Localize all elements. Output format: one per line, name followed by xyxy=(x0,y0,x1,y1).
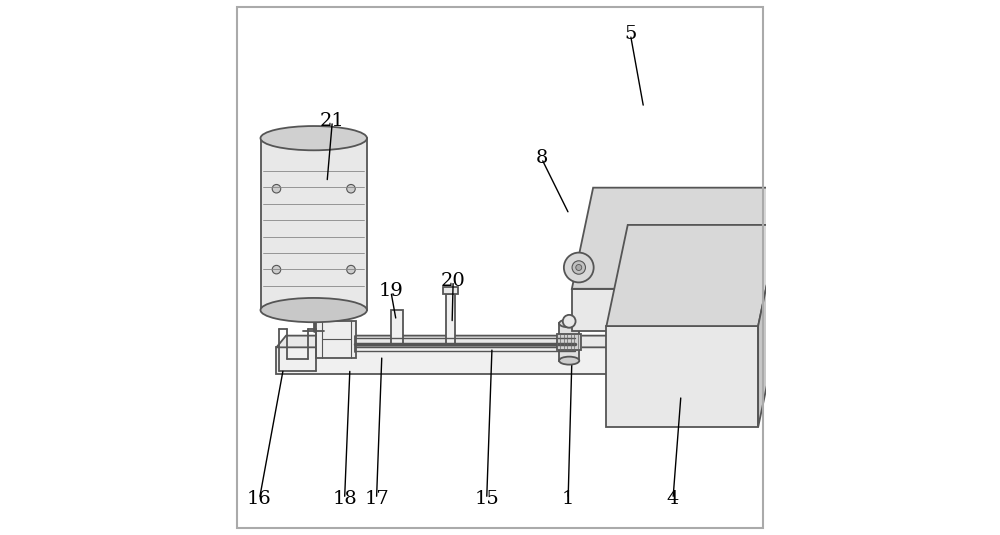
Circle shape xyxy=(572,261,585,274)
Polygon shape xyxy=(758,188,779,331)
Polygon shape xyxy=(276,335,627,347)
Circle shape xyxy=(272,185,281,193)
Bar xyxy=(557,334,581,350)
Text: 1: 1 xyxy=(562,490,574,508)
Bar xyxy=(391,310,403,345)
Text: 17: 17 xyxy=(364,490,389,508)
Text: 15: 15 xyxy=(474,490,499,508)
Polygon shape xyxy=(276,347,617,374)
Text: 8: 8 xyxy=(535,149,548,167)
Ellipse shape xyxy=(261,298,367,322)
Text: 20: 20 xyxy=(441,272,466,290)
Circle shape xyxy=(563,315,576,327)
Polygon shape xyxy=(606,225,779,326)
Bar xyxy=(316,320,356,358)
Bar xyxy=(260,138,367,310)
Text: 5: 5 xyxy=(624,25,637,43)
Text: 16: 16 xyxy=(247,490,272,508)
Text: 19: 19 xyxy=(378,282,403,301)
Ellipse shape xyxy=(559,319,579,327)
Polygon shape xyxy=(617,335,627,374)
Ellipse shape xyxy=(559,357,579,365)
Bar xyxy=(559,323,579,361)
Text: 4: 4 xyxy=(667,490,679,508)
Circle shape xyxy=(576,264,582,271)
Polygon shape xyxy=(572,289,758,331)
Ellipse shape xyxy=(261,126,367,150)
Circle shape xyxy=(347,185,355,193)
Text: 18: 18 xyxy=(332,490,357,508)
Circle shape xyxy=(272,265,281,274)
Text: 21: 21 xyxy=(320,112,345,130)
Circle shape xyxy=(564,253,594,282)
Circle shape xyxy=(347,265,355,274)
Polygon shape xyxy=(572,188,779,289)
Bar xyxy=(446,294,455,344)
Polygon shape xyxy=(758,225,779,427)
Polygon shape xyxy=(606,326,758,427)
Bar xyxy=(443,287,458,294)
